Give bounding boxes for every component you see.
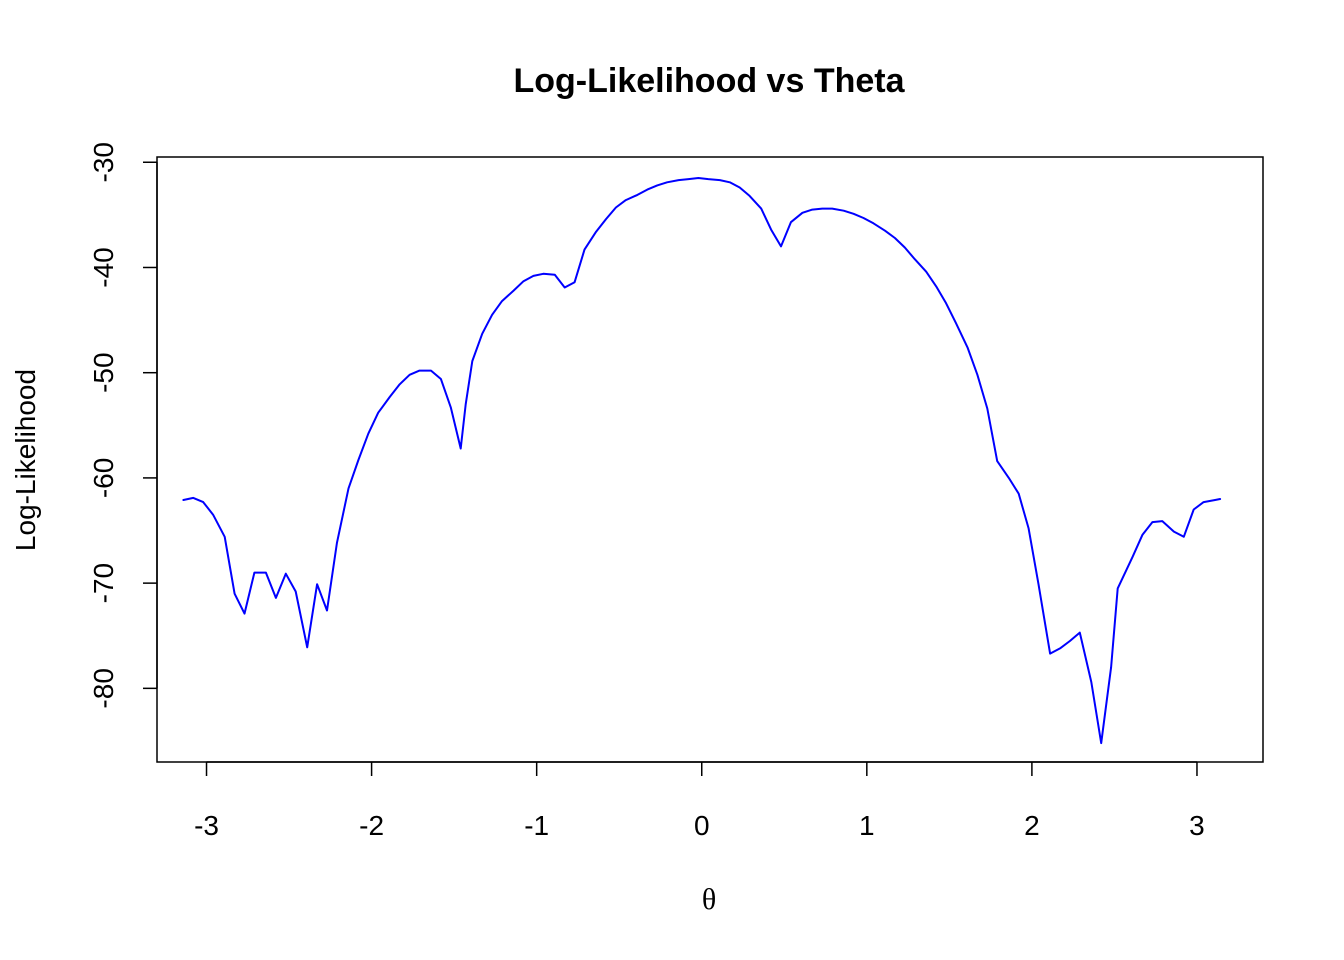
- plot-frame: [156, 156, 1264, 763]
- x-tick-label: 3: [1189, 810, 1205, 841]
- y-axis: -30 -40 -50 -60 -70 -80: [88, 142, 158, 709]
- y-tick-label: -50: [88, 352, 119, 392]
- y-tick-label: -40: [88, 247, 119, 287]
- y-tick-label: -70: [88, 563, 119, 603]
- y-tick-label: -60: [88, 458, 119, 498]
- y-axis-label: Log-Likelihood: [10, 369, 41, 551]
- y-tick-label: -30: [88, 142, 119, 182]
- x-axis: -3 -2 -1 0 1 2 3: [194, 761, 1205, 841]
- x-tick-label: -2: [359, 810, 384, 841]
- x-tick-label: -3: [194, 810, 219, 841]
- x-tick-label: 0: [694, 810, 710, 841]
- chart-title: Log-Likelihood vs Theta: [513, 62, 905, 100]
- x-tick-label: 1: [859, 810, 875, 841]
- y-tick-label: -80: [88, 668, 119, 708]
- x-tick-label: -1: [524, 810, 549, 841]
- x-axis-label: θ: [702, 883, 716, 916]
- series-layer: [182, 177, 1222, 745]
- series-line: [182, 177, 1222, 745]
- x-tick-label: 2: [1024, 810, 1040, 841]
